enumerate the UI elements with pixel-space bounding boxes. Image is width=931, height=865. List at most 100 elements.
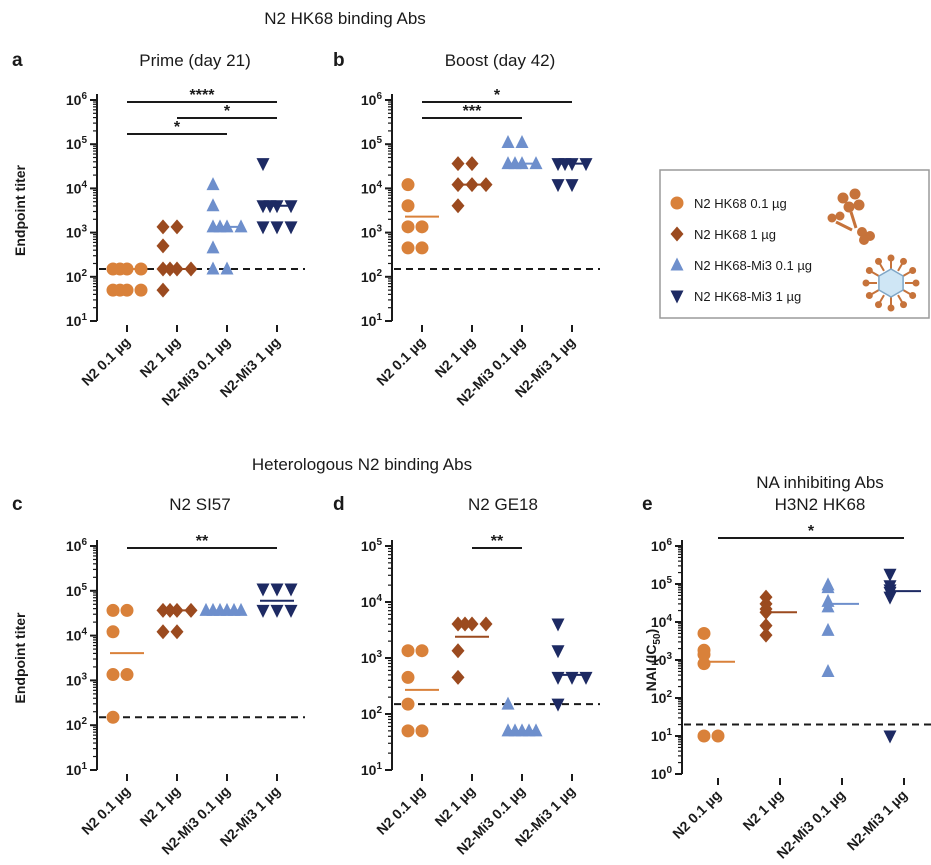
panel-title: NA inhibiting Abs <box>756 473 884 492</box>
data-point <box>156 282 170 298</box>
data-point <box>401 199 415 213</box>
y-tick-label: 106 <box>66 537 88 554</box>
data-point <box>821 622 835 636</box>
y-tick-label: 104 <box>66 179 88 196</box>
significance-label: * <box>494 87 501 104</box>
data-point <box>697 729 711 743</box>
x-tick-label: N2 1 µg <box>739 787 786 834</box>
data-point <box>415 724 429 738</box>
legend-marker <box>670 290 684 304</box>
data-point <box>184 261 198 277</box>
data-point <box>170 624 184 640</box>
y-tick-label: 103 <box>361 649 383 666</box>
series-1 <box>401 644 439 738</box>
panel-title: N2 SI57 <box>169 495 230 514</box>
legend-label: N2 HK68 0.1 µg <box>694 196 787 211</box>
data-point <box>415 241 429 255</box>
data-point <box>551 645 565 659</box>
data-point <box>883 580 897 594</box>
panel-a: a Prime (day 21) Endpoint titer 101 102 103 10… <box>12 50 305 409</box>
series-4 <box>256 583 298 618</box>
data-point <box>170 261 184 277</box>
data-point <box>156 261 170 277</box>
panel-letter: d <box>333 494 345 515</box>
data-point <box>697 643 711 657</box>
data-point <box>263 200 277 214</box>
data-point <box>206 240 220 254</box>
data-point <box>184 602 198 618</box>
y-tick-label: 100 <box>651 765 673 782</box>
data-point <box>156 602 170 618</box>
y-tick-label: 103 <box>361 224 383 241</box>
series-2 <box>451 616 493 685</box>
data-point <box>401 697 415 711</box>
legend-marker <box>670 196 684 210</box>
series-1 <box>106 603 144 724</box>
data-point <box>515 134 529 148</box>
data-point <box>551 618 565 632</box>
series-2 <box>156 219 198 298</box>
data-point <box>156 624 170 640</box>
y-tick-label: 102 <box>651 689 673 706</box>
data-point <box>458 616 472 632</box>
data-point <box>120 603 134 617</box>
data-point <box>106 668 120 682</box>
data-point <box>156 238 170 254</box>
significance-label: *** <box>463 103 482 120</box>
data-point <box>451 643 465 659</box>
data-point <box>284 583 298 597</box>
data-point <box>401 178 415 192</box>
section-title-top: N2 HK68 binding Abs <box>264 9 426 28</box>
y-tick-label: 103 <box>66 671 88 688</box>
data-point <box>821 593 835 607</box>
data-point <box>163 602 177 618</box>
data-point <box>883 568 897 582</box>
data-point <box>270 583 284 597</box>
data-point <box>451 669 465 685</box>
significance-label: ** <box>196 533 209 550</box>
data-point <box>451 156 465 172</box>
x-tick-label: N2 0.1 µg <box>373 783 428 838</box>
data-point <box>401 670 415 684</box>
significance-label: * <box>224 103 231 120</box>
series-2 <box>451 156 493 214</box>
significance-label: * <box>174 119 181 136</box>
data-point <box>234 219 248 233</box>
data-point <box>759 589 773 605</box>
panel-title: Prime (day 21) <box>139 51 250 70</box>
series-2 <box>156 602 198 640</box>
x-tick-label: N2 1 µg <box>431 334 478 381</box>
x-tick-label: N2 0.1 µg <box>669 787 724 842</box>
data-point <box>284 200 298 214</box>
panel-title: Boost (day 42) <box>445 51 556 70</box>
significance-label: **** <box>190 87 216 104</box>
y-tick-label: 104 <box>651 613 673 630</box>
section-title-bottom: Heterologous N2 binding Abs <box>252 455 472 474</box>
data-point <box>551 671 565 685</box>
data-point <box>106 710 120 724</box>
data-point <box>565 179 579 193</box>
data-point <box>401 724 415 738</box>
y-tick-label: 101 <box>361 312 383 329</box>
free-n2-tetramer-icon <box>827 188 875 245</box>
y-tick-label: 103 <box>66 224 88 241</box>
y-tick-label: 105 <box>651 575 673 592</box>
series-4 <box>551 618 593 712</box>
data-point <box>451 177 465 193</box>
series-1 <box>401 178 439 255</box>
panel-letter: a <box>12 50 23 71</box>
data-point <box>508 156 522 170</box>
data-point <box>284 221 298 235</box>
series-3 <box>501 696 543 737</box>
y-tick-label: 102 <box>66 716 88 733</box>
legend-marker <box>670 257 684 271</box>
mi3-nanoparticle-icon <box>862 254 920 312</box>
data-point <box>451 198 465 214</box>
data-point <box>465 177 479 193</box>
data-point <box>465 616 479 632</box>
data-point <box>551 698 565 712</box>
panel-b: b Boost (day 42) 101 102 103 104 105 106 N2 0.1 … <box>333 50 600 409</box>
data-point <box>270 604 284 618</box>
